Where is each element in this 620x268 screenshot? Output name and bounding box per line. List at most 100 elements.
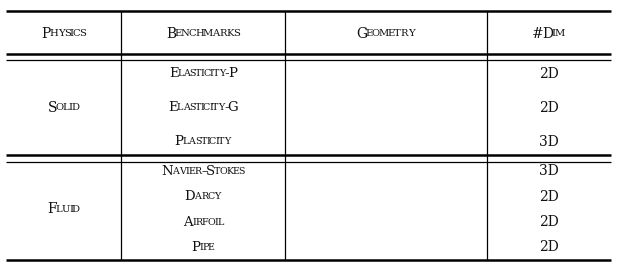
Text: T: T [212, 103, 219, 112]
Text: I: I [69, 205, 73, 214]
Text: #: # [532, 27, 544, 41]
Text: 3D: 3D [539, 135, 559, 149]
Text: P: P [228, 68, 237, 80]
Text: N: N [161, 165, 173, 178]
Text: C: C [188, 29, 196, 38]
Text: C: C [203, 69, 211, 79]
Text: L: L [56, 205, 63, 214]
Text: I: I [206, 137, 210, 146]
Text: L: L [182, 137, 189, 146]
Text: I: I [200, 243, 203, 252]
Text: T: T [195, 69, 202, 79]
Text: Y: Y [219, 69, 225, 79]
Text: K: K [227, 167, 234, 176]
Text: A: A [183, 103, 190, 112]
Text: S: S [64, 29, 71, 38]
Text: R: R [401, 29, 408, 38]
Text: B: B [166, 27, 176, 41]
Text: S: S [48, 101, 57, 115]
Text: S: S [189, 69, 196, 79]
Text: R: R [202, 192, 208, 201]
Text: 2D: 2D [539, 215, 559, 229]
Text: 2D: 2D [539, 67, 559, 81]
Text: I: I [215, 137, 219, 146]
Text: S: S [239, 167, 245, 176]
Text: M: M [203, 29, 213, 38]
Text: C: C [209, 137, 216, 146]
Text: H: H [50, 29, 59, 38]
Text: C: C [203, 103, 210, 112]
Text: U: U [61, 205, 70, 214]
Text: E: E [366, 29, 373, 38]
Text: D: D [72, 205, 80, 214]
Text: O: O [219, 167, 228, 176]
Text: I: I [210, 69, 213, 79]
Text: T: T [213, 69, 219, 79]
Text: I: I [192, 218, 196, 226]
Text: S: S [195, 137, 202, 146]
Text: F: F [202, 218, 208, 226]
Text: P: P [175, 135, 184, 148]
Text: 2D: 2D [539, 101, 559, 115]
Text: I: I [68, 103, 73, 112]
Text: L: L [63, 103, 69, 112]
Text: A: A [183, 215, 193, 229]
Text: O: O [208, 218, 215, 226]
Text: –: – [201, 165, 208, 178]
Text: T: T [200, 137, 207, 146]
Text: A: A [195, 192, 202, 201]
Text: Y: Y [58, 29, 65, 38]
Text: S: S [233, 29, 240, 38]
Text: R: R [195, 167, 202, 176]
Text: M: M [379, 29, 389, 38]
Text: D: D [185, 190, 195, 203]
Text: S: S [206, 165, 215, 178]
Text: Y: Y [218, 103, 225, 112]
Text: H: H [195, 29, 204, 38]
Text: T: T [214, 167, 220, 176]
Text: P: P [202, 243, 208, 252]
Text: P: P [192, 241, 201, 254]
Text: A: A [188, 137, 195, 146]
Text: D: D [542, 27, 553, 41]
Text: D: D [71, 103, 79, 112]
Text: E: E [388, 29, 395, 38]
Text: E: E [233, 167, 240, 176]
Text: I: I [201, 69, 205, 79]
Text: E: E [188, 167, 195, 176]
Text: I: I [552, 29, 556, 38]
Text: L: L [217, 218, 223, 226]
Text: M: M [554, 29, 565, 38]
Text: C: C [73, 29, 80, 38]
Text: N: N [181, 29, 190, 38]
Text: 3D: 3D [539, 165, 559, 178]
Text: K: K [227, 29, 234, 38]
Text: F: F [47, 202, 57, 216]
Text: E: E [175, 29, 182, 38]
Text: A: A [183, 69, 190, 79]
Text: -: - [224, 101, 229, 114]
Text: Y: Y [408, 29, 415, 38]
Text: Y: Y [215, 192, 221, 201]
Text: R: R [219, 29, 227, 38]
Text: E: E [169, 68, 179, 80]
Text: V: V [179, 167, 186, 176]
Text: G: G [228, 101, 238, 114]
Text: E: E [208, 243, 215, 252]
Text: L: L [177, 103, 183, 112]
Text: I: I [200, 103, 204, 112]
Text: I: I [186, 167, 190, 176]
Text: S: S [189, 103, 195, 112]
Text: T: T [394, 29, 401, 38]
Text: I: I [215, 218, 218, 226]
Text: O: O [371, 29, 380, 38]
Text: E: E [168, 101, 178, 114]
Text: T: T [195, 103, 201, 112]
Text: O: O [55, 103, 63, 112]
Text: S: S [79, 29, 86, 38]
Text: T: T [218, 137, 224, 146]
Text: G: G [356, 27, 367, 41]
Text: L: L [177, 69, 184, 79]
Text: C: C [208, 192, 215, 201]
Text: A: A [213, 29, 219, 38]
